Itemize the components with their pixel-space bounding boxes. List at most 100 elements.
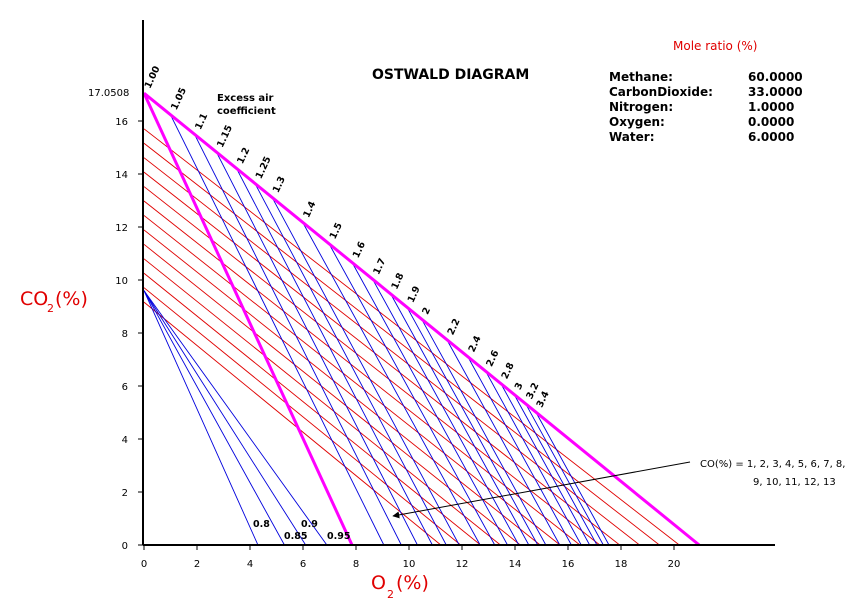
lambda-line-3.4 [535,411,610,545]
stoichiometric-boundary-line [142,92,354,546]
excess-air-lines [144,114,610,545]
excess-air-label-1.15: 1.15 [215,123,235,149]
lambda-line-1.05 [170,114,385,545]
excess-air-label-1.05: 1.05 [169,86,189,112]
lambda-line-0.85 [144,290,285,545]
co-line-9 [144,244,521,545]
y-tick-label-14: 14 [115,170,128,181]
co-line-1 [144,128,680,545]
boundary-lines [142,91,701,547]
excess-air-label-1.3: 1.3 [271,175,288,195]
lambda-line-1.15 [216,151,418,545]
lambda-line-1.3 [271,197,460,545]
y-axis-title-sub: 2 [47,302,54,315]
y-axis-title-suffix: (%) [55,288,88,310]
lambda-line-1.7 [372,278,520,545]
excess-air-label-2.6: 2.6 [484,348,501,368]
lambda-line-1.9 [406,306,539,545]
y-tick-label-8: 8 [122,329,128,340]
co-lines [144,128,680,545]
lambda-line-2.2 [446,339,561,545]
lambda-line-2.6 [485,370,582,545]
excess-air-label-1.8: 1.8 [389,271,406,291]
y-tick-label-2: 2 [122,488,128,499]
excess-air-label-2.4: 2.4 [467,334,484,354]
co-line-13 [144,301,442,545]
excess-air-label-0.9: 0.9 [301,519,318,530]
x-tick-label-18: 18 [615,559,628,570]
mole-value-oxygen: 0.0000 [748,115,794,129]
co-line-5 [144,186,601,545]
excess-air-title-line2: coefficient [217,106,276,117]
mole-label-water: Water: [609,130,655,144]
mole-value-water: 6.0000 [748,130,794,144]
mole-label-oxygen: Oxygen: [609,115,665,129]
y-ticks: 0 2 4 6 8 10 12 14 16 [115,117,144,552]
mole-label-carbondioxide: CarbonDioxide: [609,85,713,99]
x-tick-label-16: 16 [562,559,575,570]
x-tick-label-14: 14 [509,559,522,570]
x-axis-title-sub: 2 [387,588,394,601]
excess-air-label-1.6: 1.6 [351,240,368,260]
lambda-line-2.8 [500,383,591,545]
max-air-boundary-line [143,91,701,547]
mole-label-methane: Methane: [609,70,673,84]
x-tick-label-8: 8 [353,559,359,570]
excess-air-label-1.4: 1.4 [301,199,318,219]
excess-air-label-2.2: 2.2 [446,317,463,337]
excess-air-label-1.1: 1.1 [193,112,210,132]
lambda-line-1.1 [194,134,402,545]
x-tick-label-10: 10 [403,559,416,570]
mole-label-nitrogen: Nitrogen: [609,100,673,114]
lambda-line-2.4 [467,356,572,545]
excess-air-label-1.7: 1.7 [371,257,388,277]
x-tick-label-2: 2 [194,559,200,570]
lambda-line-3.2 [525,403,604,545]
x-tick-label-12: 12 [456,559,469,570]
axes [142,20,775,546]
chart-title: OSTWALD DIAGRAM [372,67,529,83]
lambda-line-1.8 [390,293,530,545]
x-axis-title-suffix: (%) [396,572,429,594]
x-ticks: 0 2 4 6 8 10 12 14 16 18 20 [141,545,680,570]
lambda-line-1.4 [302,222,481,545]
lambda-line-1.2 [236,168,433,545]
lambda-line-3 [513,394,598,545]
excess-air-label-0.85: 0.85 [284,531,307,542]
lambda-line-0.8 [144,290,259,545]
excess-air-label-0.95: 0.95 [327,531,350,542]
co-line-8 [144,229,541,545]
co-line-4 [144,171,620,545]
excess-air-label-1.00: 1.00 [143,64,163,90]
excess-air-label-2.8: 2.8 [500,361,517,381]
co-annotation: CO(%) = 1, 2, 3, 4, 5, 6, 7, 8, 9, 10, 1… [392,459,845,519]
mole-value-methane: 60.0000 [748,70,803,84]
co2-max-label: 17.0508 [88,88,129,99]
x-axis-title-main: O [371,572,386,594]
excess-air-label-1.9: 1.9 [406,285,423,305]
y-tick-label-16: 16 [115,117,128,128]
excess-air-title-line1: Excess air [217,93,274,104]
x-tick-label-0: 0 [141,559,147,570]
y-axis-title: CO 2 (%) [20,288,88,315]
co-line-3 [144,157,640,545]
excess-air-label-3: 3 [513,381,526,392]
mole-ratio-panel: Methane: 60.0000 CarbonDioxide: 33.0000 … [609,70,803,144]
co-line-7 [144,215,561,545]
y-tick-label-6: 6 [122,382,128,393]
y-axis-title-main: CO [20,288,48,310]
excess-air-label-1.2: 1.2 [235,146,252,166]
lambda-line-0.95 [144,290,328,545]
lambda-line-1.5 [328,243,496,545]
y-tick-label-10: 10 [115,276,128,287]
y-tick-label-0: 0 [122,541,128,552]
co-line-12 [144,287,461,545]
x-axis-title: O 2 (%) [371,572,429,601]
lambda-line-1.6 [351,262,508,545]
co-annotation-arrow [392,461,691,519]
mole-value-carbondioxide: 33.0000 [748,85,803,99]
excess-air-label-2: 2 [420,306,433,317]
co-line-11 [144,272,481,545]
mole-value-nitrogen: 1.0000 [748,100,794,114]
